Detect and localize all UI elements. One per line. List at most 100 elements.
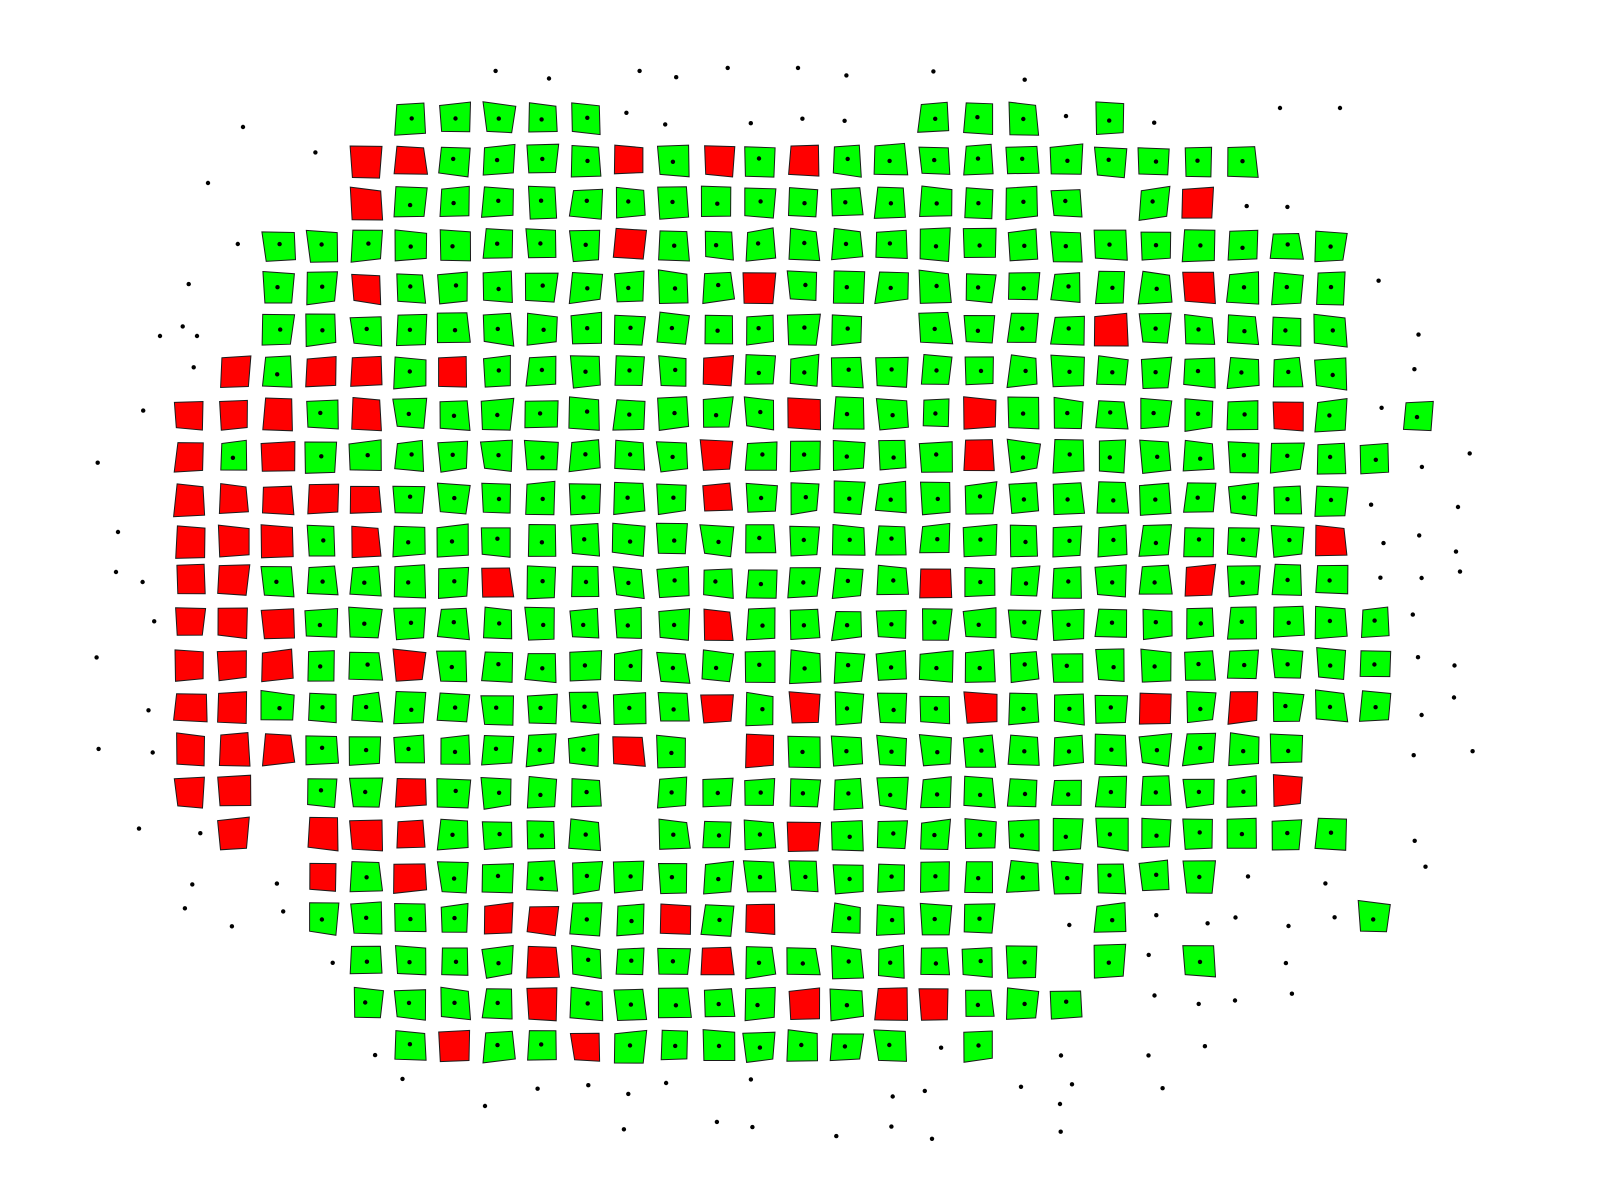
cell-center-point bbox=[407, 494, 413, 499]
ok-cell bbox=[1315, 564, 1349, 595]
detection-point bbox=[186, 281, 191, 287]
defect-cell bbox=[659, 903, 692, 935]
cell-center-point bbox=[891, 578, 896, 583]
ok-cell bbox=[1138, 564, 1173, 595]
cell-center-point bbox=[1066, 749, 1072, 754]
ok-cell bbox=[701, 649, 735, 683]
ok-cell bbox=[306, 399, 339, 430]
cell-center-point bbox=[541, 622, 546, 628]
cell-center-point bbox=[1198, 456, 1203, 461]
ok-cell bbox=[1182, 439, 1215, 472]
cell-center-point bbox=[540, 283, 545, 288]
cell-center-point bbox=[888, 960, 893, 965]
cell-center-point bbox=[496, 961, 501, 966]
ok-cell bbox=[1313, 313, 1348, 348]
cell-center-point bbox=[581, 747, 586, 752]
ok-cell bbox=[614, 648, 643, 682]
detection-point bbox=[834, 1133, 839, 1139]
cell-center-point bbox=[1110, 285, 1115, 290]
cell-center-point bbox=[584, 409, 590, 414]
cell-center-point bbox=[541, 327, 546, 332]
cell-center-point bbox=[1239, 619, 1245, 624]
ok-cell bbox=[656, 483, 687, 516]
cell-center-point bbox=[716, 876, 721, 882]
ok-cell bbox=[571, 944, 602, 980]
cell-center-point bbox=[842, 1044, 848, 1049]
cell-center-point bbox=[1107, 242, 1112, 247]
ok-cell bbox=[524, 272, 559, 303]
ok-cell bbox=[1138, 185, 1171, 221]
cell-center-point bbox=[1152, 580, 1157, 585]
cell-center-point bbox=[497, 621, 502, 626]
cell-center-point bbox=[887, 241, 893, 246]
cell-center-point bbox=[1020, 411, 1026, 416]
cell-center-point bbox=[406, 540, 411, 545]
ok-cell bbox=[657, 269, 689, 305]
ok-cell bbox=[481, 651, 514, 683]
cell-center-point bbox=[846, 367, 851, 372]
ok-cell bbox=[876, 776, 909, 811]
cell-center-point bbox=[891, 707, 896, 713]
defect-cell bbox=[351, 273, 382, 306]
cell-center-point bbox=[889, 367, 894, 372]
detection-point bbox=[1232, 998, 1238, 1003]
ok-cell bbox=[1051, 653, 1084, 683]
cell-center-point bbox=[1108, 410, 1113, 415]
ok-cell bbox=[1095, 400, 1129, 430]
cell-center-point bbox=[453, 116, 458, 121]
cell-center-point bbox=[539, 540, 545, 545]
detection-point bbox=[1423, 864, 1428, 869]
defect-cell bbox=[220, 355, 252, 389]
detection-point bbox=[1376, 278, 1381, 283]
cell-center-point bbox=[452, 1000, 457, 1005]
cell-center-point bbox=[408, 620, 414, 625]
cell-center-point bbox=[1286, 369, 1291, 375]
cell-center-point bbox=[406, 1000, 412, 1006]
ok-cell bbox=[1007, 609, 1042, 641]
detection-point bbox=[1457, 569, 1463, 574]
cell-center-point bbox=[1153, 790, 1159, 795]
cell-center-point bbox=[978, 537, 983, 542]
ok-cell bbox=[655, 522, 688, 555]
cell-center-point bbox=[583, 452, 588, 457]
cell-center-point bbox=[496, 496, 502, 502]
cell-center-point bbox=[1286, 620, 1291, 625]
ok-cell bbox=[961, 947, 993, 978]
cell-center-point bbox=[1327, 413, 1332, 418]
cell-center-point bbox=[496, 662, 501, 667]
cell-center-point bbox=[496, 198, 501, 203]
cell-center-point bbox=[581, 495, 586, 500]
cell-center-point bbox=[673, 1003, 679, 1008]
ok-cell bbox=[963, 775, 996, 809]
cell-center-point bbox=[888, 285, 893, 291]
detection-point bbox=[1160, 1086, 1165, 1091]
cell-center-point bbox=[673, 1043, 678, 1049]
detection-point bbox=[198, 831, 203, 836]
ok-cell bbox=[1226, 527, 1260, 558]
cell-center-point bbox=[760, 452, 765, 457]
ok-cell bbox=[1006, 354, 1038, 389]
ok-cell bbox=[480, 695, 515, 726]
defect-cell bbox=[481, 567, 515, 598]
cell-center-point bbox=[584, 917, 589, 922]
ok-cell bbox=[919, 481, 951, 516]
defect-cell bbox=[349, 186, 384, 221]
defect-cell bbox=[786, 821, 822, 853]
cell-center-point bbox=[1330, 328, 1336, 333]
cell-center-point bbox=[1240, 580, 1245, 585]
detection-point bbox=[1332, 915, 1337, 920]
ok-cell bbox=[1316, 647, 1347, 681]
cell-center-point bbox=[1107, 873, 1112, 878]
cell-center-point bbox=[890, 413, 895, 418]
detection-point bbox=[152, 619, 157, 624]
cell-center-point bbox=[934, 368, 939, 373]
cell-center-point bbox=[364, 915, 369, 920]
cell-center-point bbox=[977, 916, 982, 921]
cell-center-point bbox=[975, 328, 981, 333]
detection-point bbox=[1337, 105, 1343, 111]
cell-center-point bbox=[277, 241, 282, 247]
cell-center-point bbox=[1065, 497, 1070, 502]
cell-center-point bbox=[977, 792, 983, 798]
detection-point bbox=[1419, 464, 1425, 470]
ok-cell bbox=[702, 820, 732, 849]
